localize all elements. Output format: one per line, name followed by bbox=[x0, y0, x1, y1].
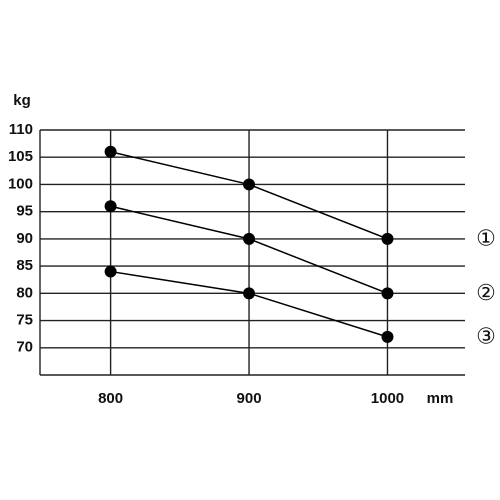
x-tick-label: 800 bbox=[98, 390, 123, 407]
y-tick-label: 100 bbox=[8, 175, 33, 192]
data-point bbox=[243, 178, 256, 191]
data-point bbox=[381, 287, 394, 300]
legend-label: ① bbox=[476, 226, 496, 251]
data-point bbox=[243, 232, 256, 245]
x-tick-label: 900 bbox=[237, 390, 262, 407]
data-point bbox=[381, 330, 394, 343]
y-unit: kg bbox=[13, 92, 31, 109]
data-point bbox=[243, 287, 256, 300]
data-point bbox=[381, 232, 394, 245]
y-tick-label: 95 bbox=[16, 203, 33, 220]
y-tick-label: 70 bbox=[16, 339, 33, 356]
legend-label: ② bbox=[476, 280, 496, 305]
x-unit: mm bbox=[427, 390, 454, 407]
x-tick-label: 1000 bbox=[371, 390, 404, 407]
y-tick-label: 90 bbox=[16, 230, 33, 247]
data-point bbox=[104, 145, 117, 158]
y-tick-label: 110 bbox=[9, 121, 33, 138]
y-tick-label: 105 bbox=[8, 148, 33, 165]
data-point bbox=[104, 265, 117, 278]
y-tick-label: 75 bbox=[16, 312, 33, 329]
data-point bbox=[104, 200, 117, 213]
y-tick-label: 80 bbox=[16, 284, 33, 301]
y-tick-label: 85 bbox=[16, 257, 33, 274]
legend-label: ③ bbox=[476, 324, 496, 349]
